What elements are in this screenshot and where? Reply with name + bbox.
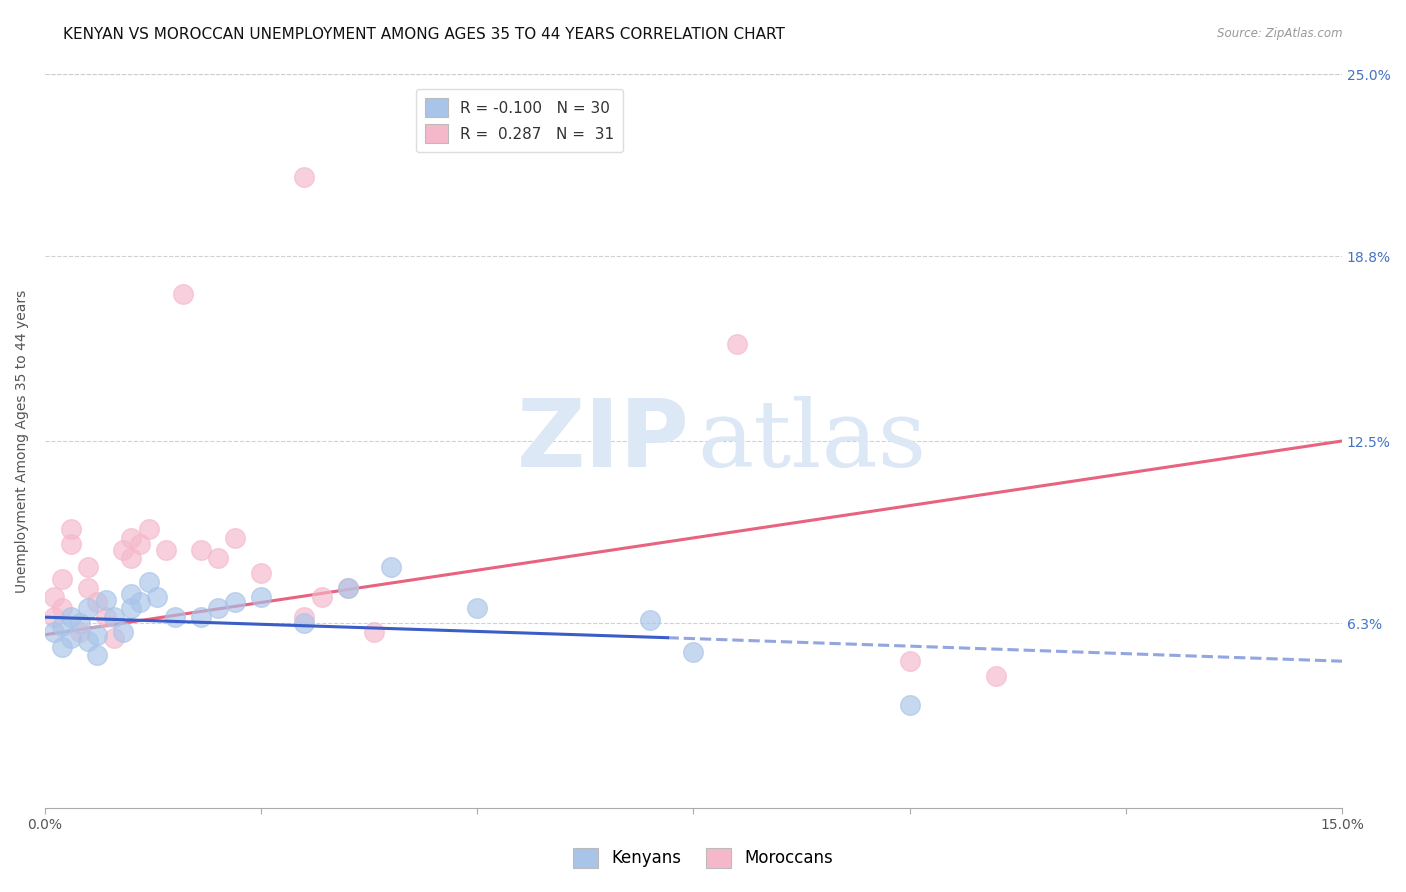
Point bbox=[69, 615, 91, 630]
Point bbox=[94, 592, 117, 607]
Point bbox=[111, 624, 134, 639]
Point bbox=[638, 613, 661, 627]
Y-axis label: Unemployment Among Ages 35 to 44 years: Unemployment Among Ages 35 to 44 years bbox=[15, 289, 30, 592]
Point bbox=[103, 631, 125, 645]
Point bbox=[898, 698, 921, 713]
Point bbox=[59, 537, 82, 551]
Point bbox=[336, 581, 359, 595]
Point bbox=[59, 610, 82, 624]
Point bbox=[94, 610, 117, 624]
Point bbox=[51, 601, 73, 615]
Point bbox=[77, 601, 100, 615]
Point bbox=[172, 287, 194, 301]
Point bbox=[292, 615, 315, 630]
Point bbox=[86, 628, 108, 642]
Point bbox=[77, 633, 100, 648]
Point bbox=[224, 531, 246, 545]
Point bbox=[42, 610, 65, 624]
Point bbox=[86, 595, 108, 609]
Point bbox=[190, 610, 212, 624]
Point bbox=[120, 601, 142, 615]
Point bbox=[207, 551, 229, 566]
Point bbox=[42, 590, 65, 604]
Point bbox=[138, 574, 160, 589]
Point bbox=[51, 572, 73, 586]
Point bbox=[465, 601, 488, 615]
Point bbox=[898, 654, 921, 668]
Point bbox=[129, 537, 152, 551]
Point bbox=[725, 337, 748, 351]
Point bbox=[42, 624, 65, 639]
Point bbox=[682, 645, 704, 659]
Point bbox=[129, 595, 152, 609]
Point bbox=[336, 581, 359, 595]
Point bbox=[59, 631, 82, 645]
Point bbox=[120, 531, 142, 545]
Point bbox=[250, 566, 273, 581]
Point bbox=[250, 590, 273, 604]
Point bbox=[380, 560, 402, 574]
Legend: Kenyans, Moroccans: Kenyans, Moroccans bbox=[567, 841, 839, 875]
Point bbox=[224, 595, 246, 609]
Point bbox=[77, 581, 100, 595]
Point bbox=[984, 669, 1007, 683]
Point bbox=[120, 551, 142, 566]
Point bbox=[51, 619, 73, 633]
Text: Source: ZipAtlas.com: Source: ZipAtlas.com bbox=[1218, 27, 1343, 40]
Point bbox=[69, 624, 91, 639]
Point bbox=[51, 640, 73, 654]
Point bbox=[146, 590, 169, 604]
Point bbox=[363, 624, 385, 639]
Point bbox=[155, 542, 177, 557]
Point bbox=[86, 648, 108, 663]
Point bbox=[292, 169, 315, 184]
Point bbox=[111, 542, 134, 557]
Point bbox=[103, 610, 125, 624]
Point bbox=[77, 560, 100, 574]
Legend: R = -0.100   N = 30, R =  0.287   N =  31: R = -0.100 N = 30, R = 0.287 N = 31 bbox=[416, 89, 623, 153]
Text: ZIP: ZIP bbox=[517, 395, 689, 487]
Point bbox=[207, 601, 229, 615]
Point bbox=[311, 590, 333, 604]
Text: atlas: atlas bbox=[697, 396, 927, 486]
Point bbox=[163, 610, 186, 624]
Point bbox=[120, 587, 142, 601]
Point bbox=[190, 542, 212, 557]
Text: KENYAN VS MOROCCAN UNEMPLOYMENT AMONG AGES 35 TO 44 YEARS CORRELATION CHART: KENYAN VS MOROCCAN UNEMPLOYMENT AMONG AG… bbox=[63, 27, 785, 42]
Point bbox=[59, 522, 82, 536]
Point bbox=[292, 610, 315, 624]
Point bbox=[138, 522, 160, 536]
